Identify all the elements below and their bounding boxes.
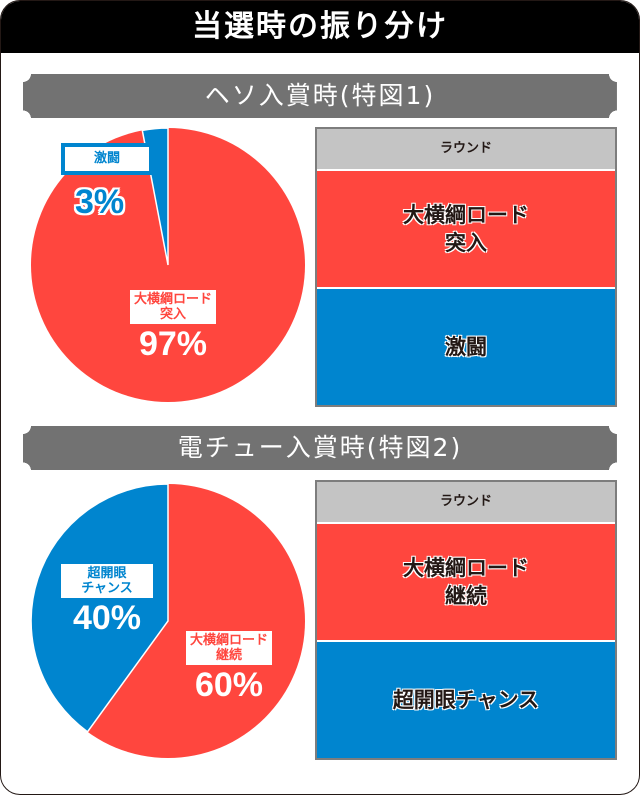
pie-label-choukaigan: 超開眼 チャンス 40% — [59, 564, 155, 638]
pct-choukaigan: 40% — [72, 599, 142, 637]
pct-yokozuna: 97% — [138, 325, 208, 363]
label-line2: 突入 — [159, 307, 186, 322]
row-line1: 超開眼チャンス — [392, 688, 540, 712]
label-line2: 継続 — [215, 648, 242, 663]
label-box-yokozuna: 大横綱ロード 突入 — [129, 290, 216, 324]
pct-geki-tou: 3% — [75, 183, 125, 221]
table-row: 大横綱ロード 継続 — [317, 522, 615, 640]
table-header: ラウンド — [317, 129, 615, 169]
label-box-geki-tou: 激闘 — [61, 143, 153, 175]
pct-yokozuna: 60% — [194, 666, 264, 704]
table-row: 超開眼チャンス — [317, 640, 615, 758]
row-line1: 大横綱ロード — [403, 203, 529, 227]
row-line2: 突入 — [445, 231, 487, 255]
section-banner-denchu: 電チュー入賞時(特図2) — [23, 426, 617, 470]
pie-label-yokozuna-totsunyu: 大横綱ロード 突入 97% — [118, 290, 228, 364]
label-box-choukaigan: 超開眼 チャンス — [61, 564, 153, 598]
label-line1: 超開眼 — [87, 566, 127, 581]
table-row: 大横綱ロード 突入 — [317, 169, 615, 287]
pie-label-yokozuna-keizoku: 大横綱ロード 継続 60% — [179, 631, 279, 705]
row-line1: 激闘 — [445, 335, 487, 359]
page-title: 当選時の振り分け — [1, 1, 639, 53]
label-line1: 大横綱ロード — [133, 292, 212, 307]
pie-chart-denchu — [30, 483, 305, 758]
table-row: 激闘 — [317, 287, 615, 405]
table-header: ラウンド — [317, 482, 615, 522]
round-table-denchu: ラウンド 大横綱ロード 継続 超開眼チャンス — [315, 480, 617, 760]
label-line2: チャンス — [81, 581, 133, 596]
row-line2: 継続 — [445, 584, 487, 608]
section-banner-heso: ヘソ入賞時(特図1) — [23, 74, 617, 118]
pie-label-geki-tou: 激闘 — [61, 143, 153, 175]
round-table-heso: ラウンド 大横綱ロード 突入 激闘 — [315, 127, 617, 407]
row-line1: 大横綱ロード — [403, 556, 529, 580]
label-line1: 大横綱ロード — [189, 633, 268, 648]
label-box-yokozuna: 大横綱ロード 継続 — [185, 631, 272, 665]
